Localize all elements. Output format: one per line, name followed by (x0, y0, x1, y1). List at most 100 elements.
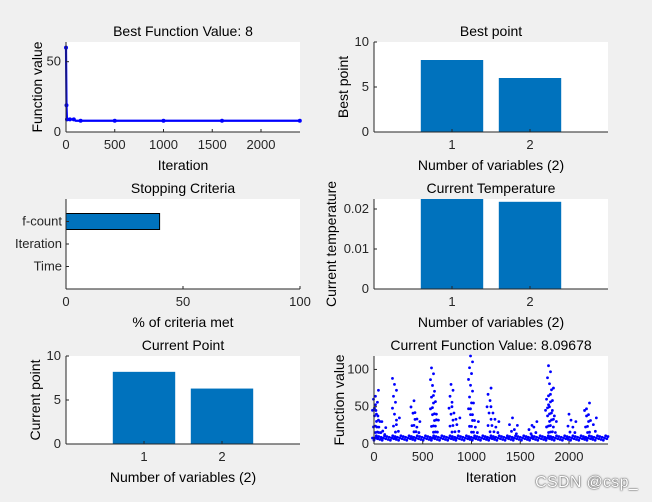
data-point (489, 405, 493, 409)
x-tick-label: 500 (412, 449, 434, 464)
data-point (563, 434, 567, 438)
data-point (450, 436, 454, 440)
data-point (549, 370, 552, 374)
data-point (220, 118, 224, 123)
data-point (434, 400, 437, 403)
data-point (379, 431, 383, 434)
data-point (398, 436, 402, 440)
data-point (415, 434, 419, 438)
data-point (395, 418, 398, 422)
x-axis-label: Number of variables (2) (418, 157, 564, 173)
data-point (557, 435, 561, 438)
data-point (429, 436, 432, 440)
data-point (469, 354, 472, 358)
data-point (494, 425, 498, 429)
data-point (558, 438, 562, 441)
data-point (529, 436, 533, 440)
data-point (455, 423, 459, 427)
data-point (448, 434, 452, 438)
data-point (470, 372, 473, 375)
data-point (603, 436, 606, 440)
data-point (569, 438, 572, 442)
data-point (554, 420, 558, 423)
data-point (604, 434, 608, 438)
data-point (470, 424, 473, 428)
data-point (467, 436, 470, 440)
data-point (528, 438, 532, 442)
x-tick-label: 1000 (457, 449, 486, 464)
data-point (78, 118, 83, 123)
data-point (449, 412, 453, 416)
data-point (380, 438, 384, 442)
data-point (431, 436, 434, 440)
data-point (71, 117, 76, 122)
data-point (524, 435, 528, 438)
data-point (511, 436, 515, 440)
data-point (552, 417, 555, 421)
bar (498, 201, 562, 289)
data-point (548, 382, 551, 386)
data-point (544, 438, 548, 442)
y-tick-label: 50 (47, 54, 61, 69)
data-point (559, 435, 563, 439)
data-point (442, 435, 446, 438)
data-point (489, 417, 493, 421)
data-point (489, 386, 493, 390)
data-point (487, 438, 491, 442)
data-point (374, 403, 377, 407)
data-point (394, 436, 397, 440)
data-point (439, 436, 443, 440)
data-point (547, 394, 550, 398)
data-point (394, 430, 397, 434)
data-point (578, 436, 582, 440)
data-point (443, 438, 447, 441)
bar (420, 60, 484, 132)
data-point (476, 420, 480, 424)
data-point (486, 392, 490, 396)
data-point (388, 438, 392, 442)
x-tick-label: 1 (140, 449, 147, 464)
current-temperature-panel: Current Temperature Number of variables … (323, 180, 608, 330)
data-point (400, 437, 404, 441)
data-point (516, 435, 520, 438)
data-point (472, 436, 476, 440)
data-point (548, 420, 551, 423)
data-point (459, 435, 462, 438)
data-point (471, 389, 474, 393)
data-point (380, 420, 384, 424)
data-point (440, 434, 444, 438)
data-point (425, 437, 429, 441)
data-point (399, 434, 403, 438)
data-point (594, 416, 598, 420)
data-point (371, 436, 374, 440)
data-point (429, 438, 433, 442)
x-tick-label: 50 (176, 294, 190, 309)
data-point (398, 416, 401, 420)
data-point (432, 394, 435, 397)
data-point (515, 423, 519, 427)
data-point (458, 437, 461, 441)
data-point (450, 405, 454, 409)
data-point (435, 412, 438, 416)
data-point (415, 425, 419, 429)
data-point (574, 420, 578, 424)
data-point (539, 437, 543, 441)
data-point (562, 436, 565, 440)
y-tick-label: 0 (54, 124, 61, 139)
data-point (469, 383, 472, 387)
data-point (488, 399, 492, 402)
data-point (387, 435, 391, 439)
data-point (485, 405, 489, 409)
chart-title: Current Temperature (427, 180, 556, 196)
data-point (588, 401, 591, 405)
data-point (420, 435, 424, 439)
data-point (573, 435, 577, 438)
data-point (522, 434, 526, 438)
data-point (472, 430, 475, 434)
x-tick-label: 2 (526, 294, 533, 309)
chart-title: Current Function Value: 8.09678 (390, 337, 592, 353)
data-point (454, 436, 458, 440)
x-axis-label: Number of variables (2) (110, 469, 256, 485)
data-point (386, 438, 390, 441)
data-point (424, 434, 427, 438)
